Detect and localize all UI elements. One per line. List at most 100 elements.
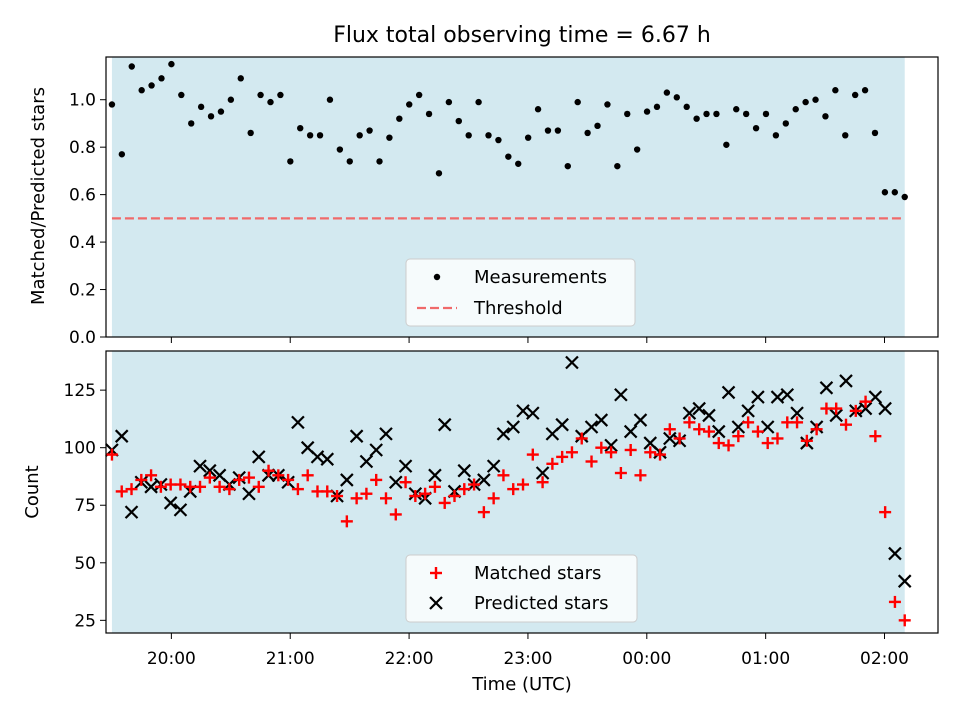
- matched-point: [145, 469, 158, 482]
- x-tick-label: 21:00: [266, 649, 315, 669]
- measurement-point: [247, 129, 254, 137]
- predicted-point: [242, 486, 256, 501]
- measurement-point: [386, 134, 393, 141]
- measurement-point: [584, 129, 591, 137]
- matched-point: [105, 448, 118, 461]
- measurement-point: [792, 106, 799, 113]
- matched-point: [203, 471, 216, 484]
- measurement-point: [188, 120, 195, 127]
- measurement-point: [277, 91, 284, 99]
- x-tick-label: 22:00: [385, 649, 434, 669]
- predicted-point-stroke: [535, 466, 550, 480]
- predicted-point-stroke: [897, 574, 912, 588]
- matched-point: [409, 490, 422, 503]
- predicted-point: [310, 450, 325, 464]
- predicted-point: [388, 475, 403, 489]
- measurement-point: [515, 160, 522, 167]
- measurement-point: [435, 170, 443, 177]
- measurement-point: [851, 91, 859, 99]
- matched-point: [849, 404, 862, 417]
- measurement-point: [822, 113, 829, 120]
- legend-measurements-label: Measurements: [474, 267, 607, 288]
- predicted-point: [711, 424, 726, 439]
- y-tick-label: 0.0: [69, 328, 96, 348]
- measurement-point: [742, 110, 750, 118]
- measurement-point: [425, 110, 433, 118]
- measurement-point: [197, 103, 205, 111]
- matched-point: [693, 423, 706, 436]
- predicted-point-stroke: [565, 355, 579, 370]
- matched-point: [722, 439, 735, 452]
- x-tick-label: 02:00: [860, 649, 909, 669]
- measurement-point: [346, 158, 353, 165]
- matched-point: [115, 485, 128, 498]
- predicted-point-stroke: [721, 385, 736, 400]
- legend-box: [405, 258, 636, 327]
- matched-point: [585, 455, 598, 468]
- predicted-point-stroke: [251, 450, 266, 464]
- matched-point: [614, 467, 627, 480]
- measurement-point: [524, 134, 532, 141]
- matched-point: [389, 508, 402, 521]
- y-tick-label: 75: [74, 496, 96, 516]
- matched-point: [810, 423, 823, 436]
- matched-point: [468, 478, 481, 491]
- predicted-point-stroke: [388, 475, 403, 489]
- bottom-plot-frame: [105, 350, 939, 634]
- predicted-point-stroke: [623, 424, 638, 439]
- predicted-point: [584, 420, 599, 434]
- y-tick-label: 25: [74, 611, 96, 631]
- predicted-point-stroke: [663, 431, 677, 446]
- measurement-point: [356, 132, 363, 139]
- matched-point: [233, 473, 246, 486]
- measurement-point: [326, 96, 334, 103]
- measurement-point: [723, 141, 730, 148]
- matched-point: [458, 483, 471, 496]
- measurement-point: [762, 110, 770, 118]
- predicted-point-stroke: [203, 463, 217, 478]
- predicted-point: [526, 406, 540, 420]
- y-tick-label: 0.8: [69, 138, 96, 158]
- measurement-point: [653, 103, 661, 111]
- matched-point: [487, 492, 500, 505]
- matched-point: [174, 478, 187, 491]
- measurement-point: [485, 132, 492, 139]
- predicted-point: [614, 387, 628, 402]
- measurement-point: [832, 87, 839, 94]
- measurement-point: [643, 108, 651, 115]
- matched-point: [888, 595, 901, 608]
- matched-point: [262, 464, 275, 477]
- matched-point: [869, 430, 882, 443]
- measurement-point: [842, 132, 849, 139]
- matched-point: [340, 515, 353, 528]
- predicted-point-stroke: [359, 454, 374, 469]
- predicted-point-stroke: [124, 505, 139, 519]
- predicted-point-stroke: [506, 420, 521, 434]
- predicted-point-stroke: [398, 459, 413, 473]
- measurement-point: [118, 151, 126, 158]
- measurement-point: [287, 158, 294, 165]
- matched-point: [830, 402, 843, 415]
- measurement-point: [901, 193, 908, 201]
- measurement-point: [614, 162, 621, 170]
- predicted-point-stroke: [770, 390, 785, 404]
- predicted-point-stroke: [526, 406, 540, 420]
- measurement-point: [207, 113, 215, 120]
- predicted-point-stroke: [839, 374, 853, 388]
- predicted-point: [144, 480, 158, 494]
- measurement-point: [475, 98, 482, 106]
- measurement-point: [812, 96, 819, 103]
- x-tick-label: 20:00: [147, 649, 196, 669]
- x-axis-label: Time (UTC): [471, 674, 572, 695]
- predicted-point: [193, 459, 207, 473]
- measurement-point: [217, 108, 225, 115]
- predicted-point-stroke: [604, 438, 618, 453]
- predicted-point: [858, 401, 873, 416]
- predicted-point-stroke: [790, 406, 804, 420]
- matched-point: [438, 496, 451, 509]
- measurement-point: [683, 103, 690, 111]
- predicted-point: [535, 466, 550, 480]
- measurement-point: [158, 75, 165, 82]
- measurement-point: [396, 115, 403, 122]
